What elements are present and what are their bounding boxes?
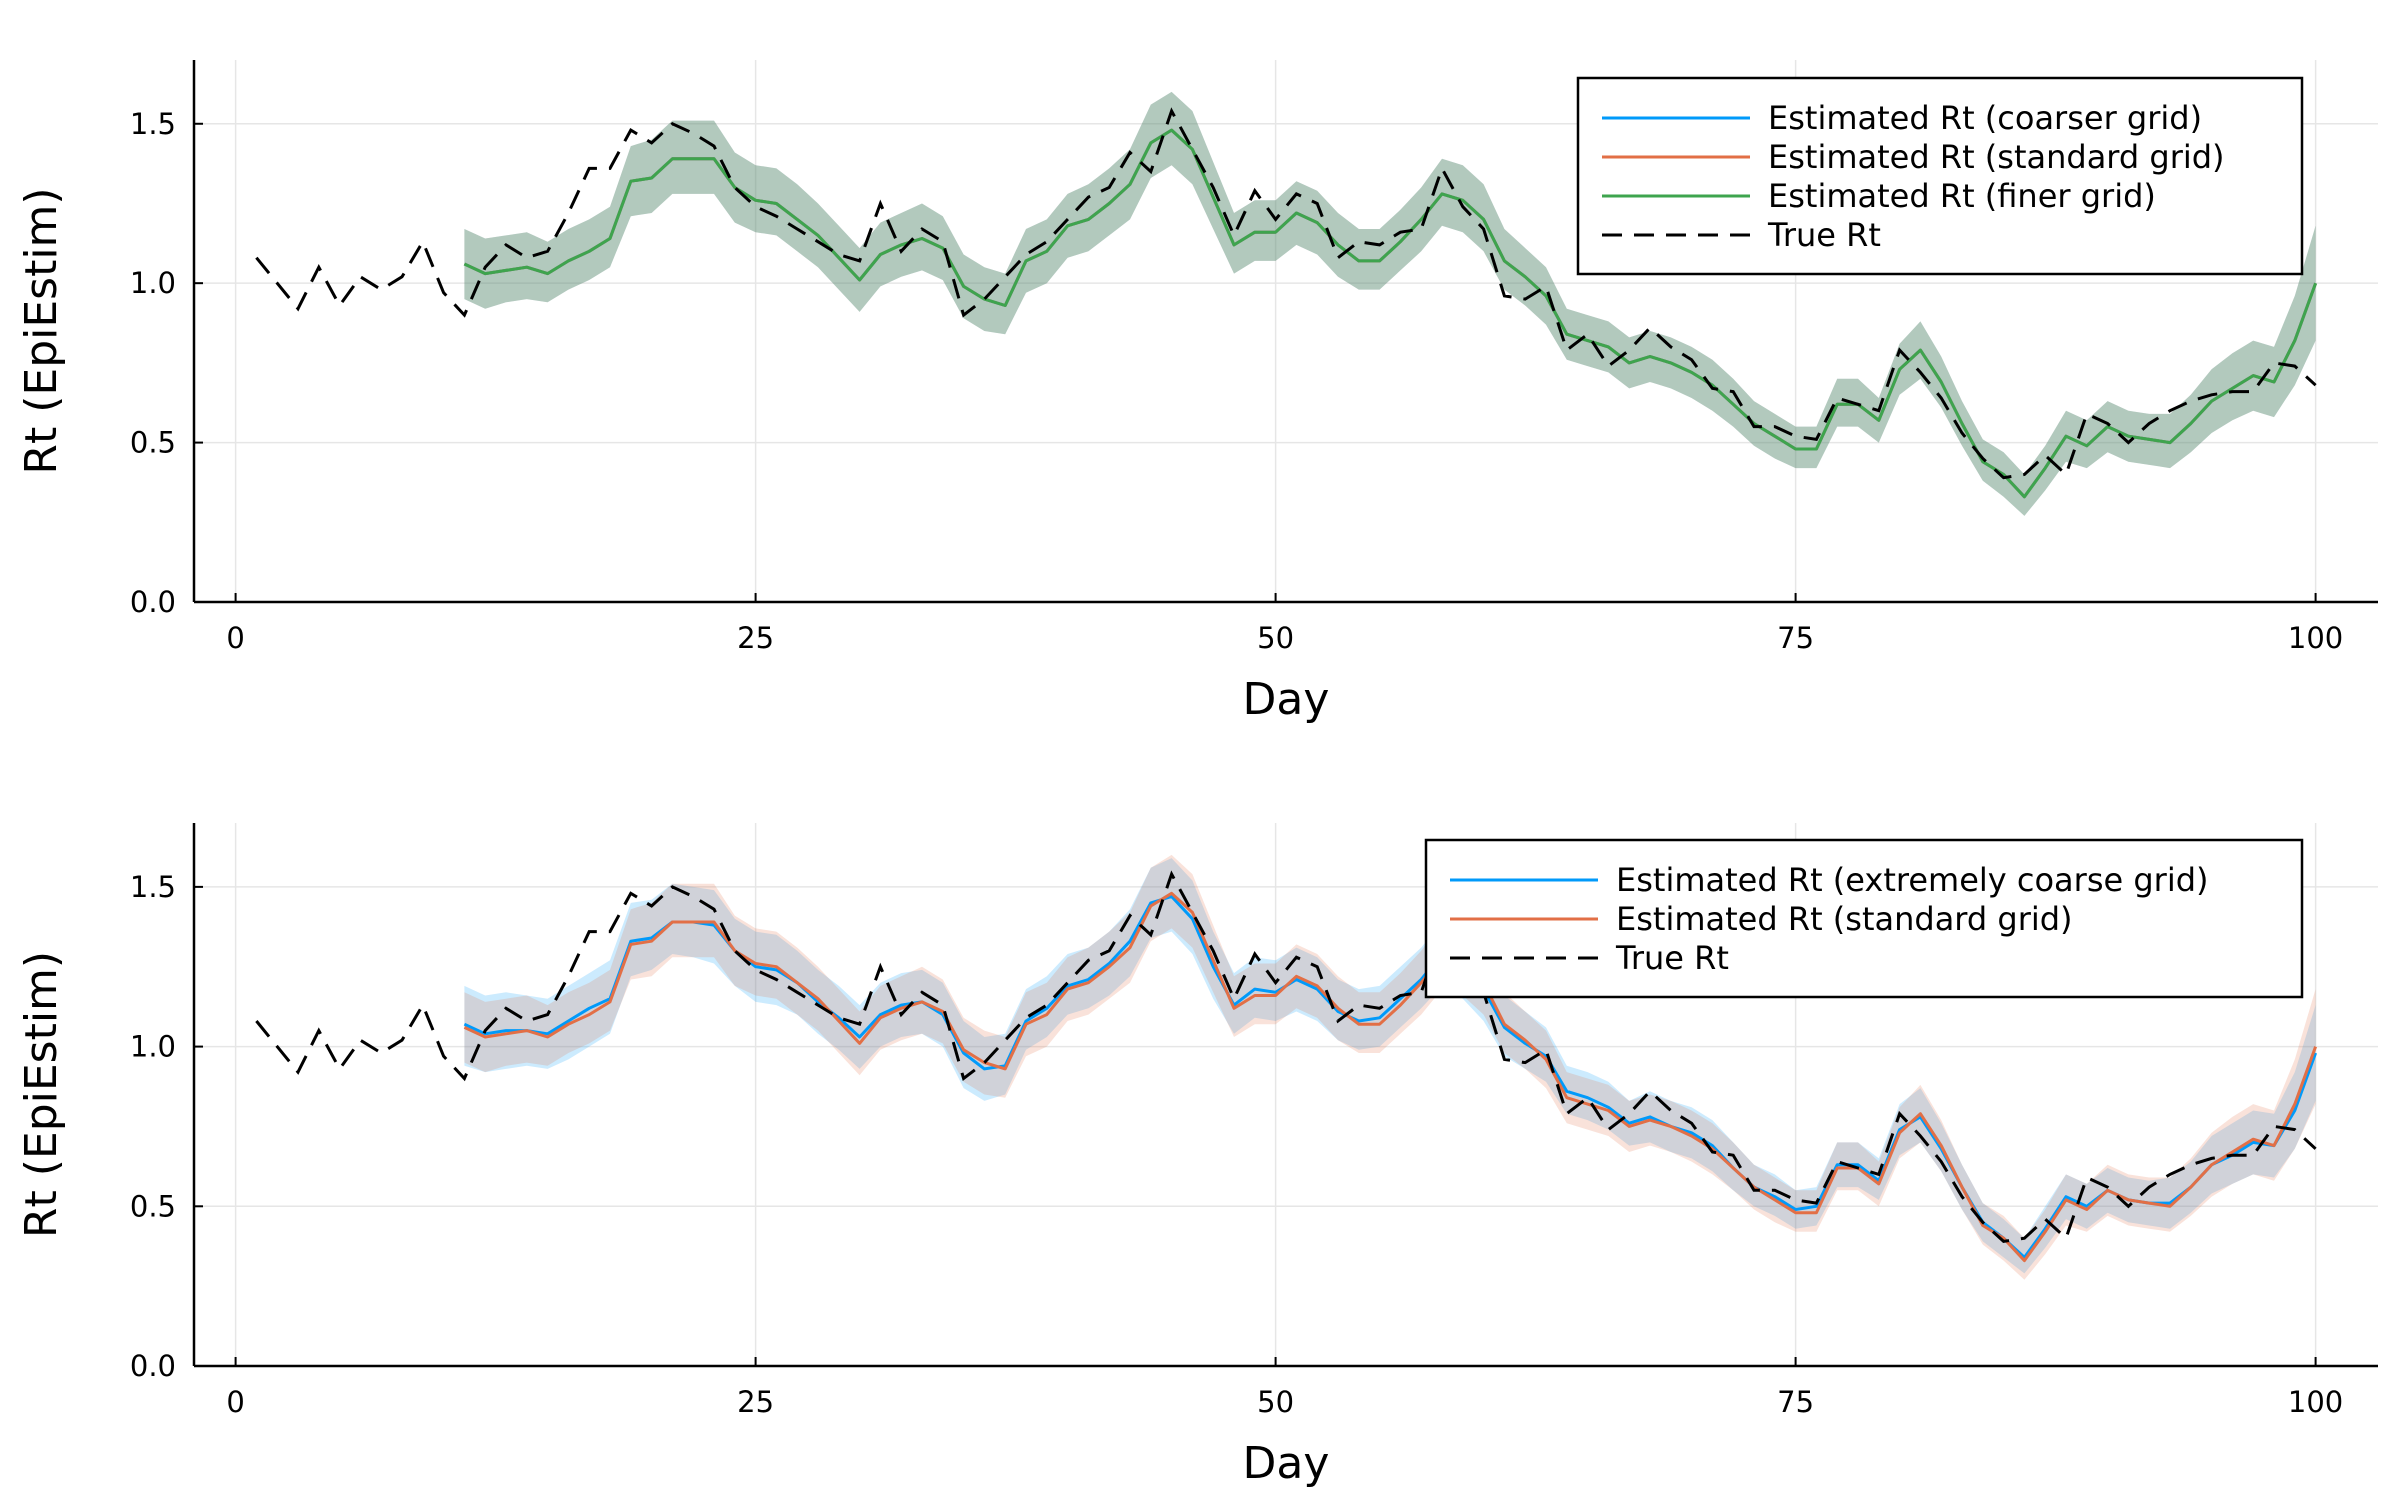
legend: Estimated Rt (coarser grid)Estimated Rt … xyxy=(1576,76,2304,276)
x-tick-label: 75 xyxy=(1777,1385,1814,1419)
legend-label: True Rt xyxy=(1615,939,1729,977)
legend-label: Estimated Rt (standard grid) xyxy=(1768,138,2225,176)
x-tick-label: 0 xyxy=(226,1385,244,1419)
y-tick-label: 0.5 xyxy=(130,1189,176,1223)
x-tick-label: 50 xyxy=(1257,1385,1294,1419)
y-tick-label: 0.0 xyxy=(130,585,176,619)
confidence-band-series-0 xyxy=(464,91,2316,516)
chart-panel-top: 0 25 50 75 100 0.0 0.5 1.0 1.5 Day Rt (EpiEstim) Es… xyxy=(16,60,2378,725)
x-axis-label: Day xyxy=(1243,674,1330,725)
confidence-band-series-2 xyxy=(464,91,2316,516)
x-axis-label: Day xyxy=(1243,1438,1330,1489)
y-tick-label: 0.0 xyxy=(130,1349,176,1383)
true-rt-line xyxy=(255,870,2317,1243)
x-tick-label: 50 xyxy=(1257,621,1294,655)
y-tick-label: 1.5 xyxy=(130,107,176,141)
y-tick-label: 1.0 xyxy=(130,1030,176,1064)
legend-label: Estimated Rt (finer grid) xyxy=(1768,177,2156,215)
confidence-band-series-0 xyxy=(464,858,2316,1274)
legend-label: Estimated Rt (extremely coarse grid) xyxy=(1616,861,2209,899)
legend: Estimated Rt (extremely coarse grid)Esti… xyxy=(1424,838,2304,999)
y-axis-label: Rt (EpiEstim) xyxy=(16,951,67,1238)
y-tick-label: 0.5 xyxy=(130,426,176,460)
x-tick-label: 100 xyxy=(2288,1385,2343,1419)
y-axis-label: Rt (EpiEstim) xyxy=(16,187,67,474)
y-tick-label: 1.5 xyxy=(130,870,176,904)
legend-label: True Rt xyxy=(1767,216,1881,254)
legend-box xyxy=(1576,76,2304,276)
confidence-band-series-1 xyxy=(464,854,2316,1280)
confidence-band-series-1 xyxy=(464,91,2316,516)
x-tick-label: 0 xyxy=(226,621,244,655)
x-tick-label: 100 xyxy=(2288,621,2343,655)
legend-label: Estimated Rt (standard grid) xyxy=(1616,900,2073,938)
x-tick-label: 75 xyxy=(1777,621,1814,655)
legend-label: Estimated Rt (coarser grid) xyxy=(1768,99,2202,137)
chart-panel-bottom: 0 25 50 75 100 0.0 0.5 1.0 1.5 Day Rt (EpiEstim) Es… xyxy=(16,823,2378,1489)
x-tick-label: 25 xyxy=(737,621,774,655)
x-tick-label: 25 xyxy=(737,1385,774,1419)
y-tick-label: 1.0 xyxy=(130,266,176,300)
